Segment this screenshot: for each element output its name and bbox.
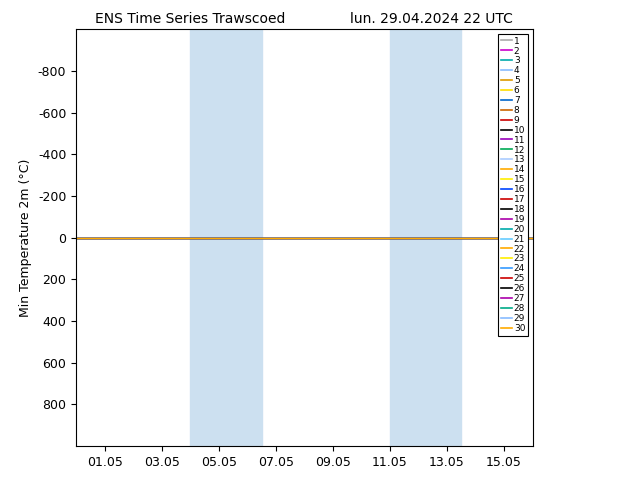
Legend: 1, 2, 3, 4, 5, 6, 7, 8, 9, 10, 11, 12, 13, 14, 15, 16, 17, 18, 19, 20, 21, 22, 2: 1, 2, 3, 4, 5, 6, 7, 8, 9, 10, 11, 12, 1… <box>498 34 528 336</box>
Bar <box>390 29 461 446</box>
Text: ENS Time Series Trawscoed: ENS Time Series Trawscoed <box>95 12 285 26</box>
Y-axis label: Min Temperature 2m (°C): Min Temperature 2m (°C) <box>19 158 32 317</box>
Bar <box>190 29 261 446</box>
Text: lun. 29.04.2024 22 UTC: lun. 29.04.2024 22 UTC <box>350 12 512 26</box>
